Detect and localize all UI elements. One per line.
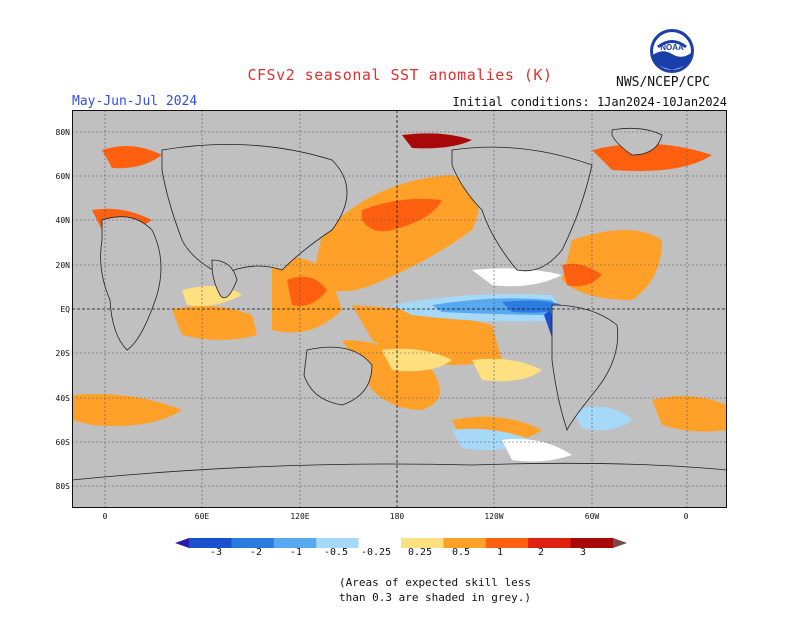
colorbar-label: 1: [496, 547, 504, 558]
lat-label: 80S: [55, 482, 70, 491]
lat-label: 60N: [55, 172, 70, 181]
lon-label: 120W: [484, 512, 504, 521]
noaa-logo: NOAA: [650, 29, 694, 73]
colorbar-label: -3: [209, 547, 223, 558]
colorbar-label: 3: [579, 547, 587, 558]
colorbar-arrow-low: [175, 538, 189, 548]
colorbar-label: -0.5: [323, 547, 349, 558]
colorbar-segment: [231, 538, 275, 548]
lat-label: 80N: [55, 128, 70, 137]
lon-label: 60E: [194, 512, 210, 521]
colorbar-segment: [189, 538, 232, 548]
colorbar-arrow-high: [613, 538, 627, 548]
colorbar-label: 0.5: [451, 547, 471, 558]
colorbar-label: 2: [537, 547, 545, 558]
colorbar-segment: [485, 538, 529, 548]
lon-label: 120E: [290, 512, 310, 521]
colorbar-segment: [443, 538, 487, 548]
colorbar-label: -2: [249, 547, 263, 558]
neutral-areas: [472, 268, 572, 462]
colorbar-label: 0.25: [407, 547, 433, 558]
footnote-line-1: (Areas of expected skill less: [338, 576, 532, 589]
colorbar-segment: [528, 538, 572, 548]
season-label: May-Jun-Jul 2024: [72, 94, 198, 109]
map-frame: [72, 110, 727, 508]
colorbar-label: -1: [289, 547, 303, 558]
lon-label: 0: [102, 512, 108, 521]
colorbar-segment: [401, 538, 444, 548]
colorbar-segment: [358, 538, 402, 548]
lat-label: 60S: [55, 438, 70, 447]
lon-label: 0: [683, 512, 689, 521]
lat-label: 20S: [55, 349, 70, 358]
lat-label: EQ: [60, 305, 70, 314]
footnote-line-2: than 0.3 are shaded in grey.): [338, 591, 532, 604]
graticule: [72, 110, 727, 508]
chart-title: CFSv2 seasonal SST anomalies (K): [247, 66, 553, 84]
colorbar-segment: [316, 538, 360, 548]
initial-conditions-label: Initial conditions: 1Jan2024-10Jan2024: [452, 95, 727, 109]
agency-label: NWS/NCEP/CPC: [616, 75, 710, 90]
sst-anomaly-map: [72, 110, 727, 508]
lon-label: 60W: [584, 512, 600, 521]
colorbar-segment: [570, 538, 614, 548]
colorbar-label: -0.25: [360, 547, 392, 558]
coastlines: [72, 127, 727, 508]
logo-text: NOAA: [660, 43, 684, 52]
lat-label: 40N: [55, 216, 70, 225]
lon-label: 180: [389, 512, 405, 521]
lat-label: 20N: [55, 261, 70, 270]
color-scale-bar: [175, 538, 627, 548]
colorbar-segment: [273, 538, 317, 548]
lat-label: 40S: [55, 394, 70, 403]
